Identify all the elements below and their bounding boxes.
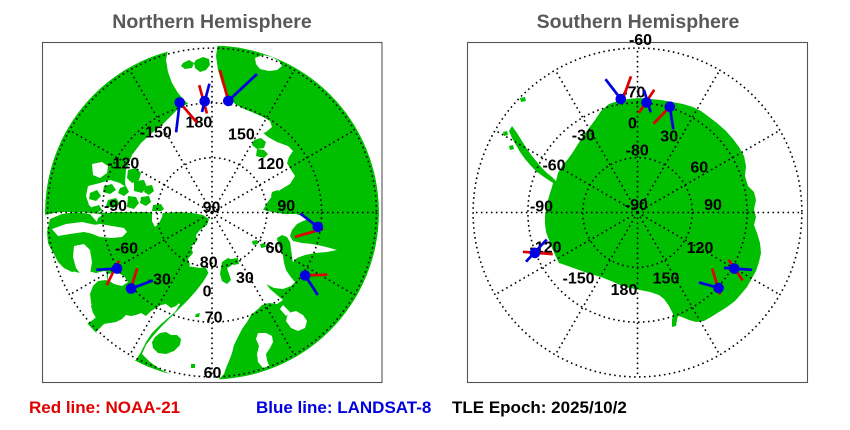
svg-text:30: 30 xyxy=(236,270,254,287)
svg-text:Red line: NOAA-21: Red line: NOAA-21 xyxy=(29,398,180,417)
svg-text:180: 180 xyxy=(186,115,213,132)
svg-text:-60: -60 xyxy=(542,158,565,175)
svg-text:120: 120 xyxy=(257,156,284,173)
svg-text:60: 60 xyxy=(690,159,708,176)
svg-text:-80: -80 xyxy=(626,142,649,159)
svg-text:30: 30 xyxy=(660,128,678,145)
svg-text:-120: -120 xyxy=(107,156,139,173)
svg-text:-60: -60 xyxy=(629,32,652,49)
svg-text:0: 0 xyxy=(203,283,212,300)
svg-text:TLE Epoch: 2025/10/2: TLE Epoch: 2025/10/2 xyxy=(452,398,627,417)
svg-text:-90: -90 xyxy=(104,198,127,215)
svg-text:-150: -150 xyxy=(562,271,594,288)
svg-text:150: 150 xyxy=(228,126,255,143)
svg-text:0: 0 xyxy=(628,116,637,133)
svg-text:70: 70 xyxy=(205,309,223,326)
svg-text:60: 60 xyxy=(204,365,222,382)
svg-text:150: 150 xyxy=(653,271,680,288)
svg-text:80: 80 xyxy=(200,254,218,271)
svg-text:60: 60 xyxy=(266,240,284,257)
svg-text:-90: -90 xyxy=(530,199,553,216)
svg-text:120: 120 xyxy=(687,240,714,257)
svg-text:Northern Hemisphere: Northern Hemisphere xyxy=(112,11,312,33)
svg-text:90: 90 xyxy=(704,197,722,214)
svg-text:180: 180 xyxy=(611,282,638,299)
svg-text:-60: -60 xyxy=(115,241,138,258)
svg-text:-90: -90 xyxy=(625,197,648,214)
svg-text:-30: -30 xyxy=(148,271,171,288)
svg-text:-30: -30 xyxy=(572,127,595,144)
svg-text:Southern Hemisphere: Southern Hemisphere xyxy=(537,11,740,33)
svg-text:-70: -70 xyxy=(622,85,645,102)
svg-text:90: 90 xyxy=(203,200,221,217)
svg-text:Blue line: LANDSAT-8: Blue line: LANDSAT-8 xyxy=(256,398,431,417)
svg-text:90: 90 xyxy=(277,198,295,215)
svg-text:-150: -150 xyxy=(140,124,172,141)
